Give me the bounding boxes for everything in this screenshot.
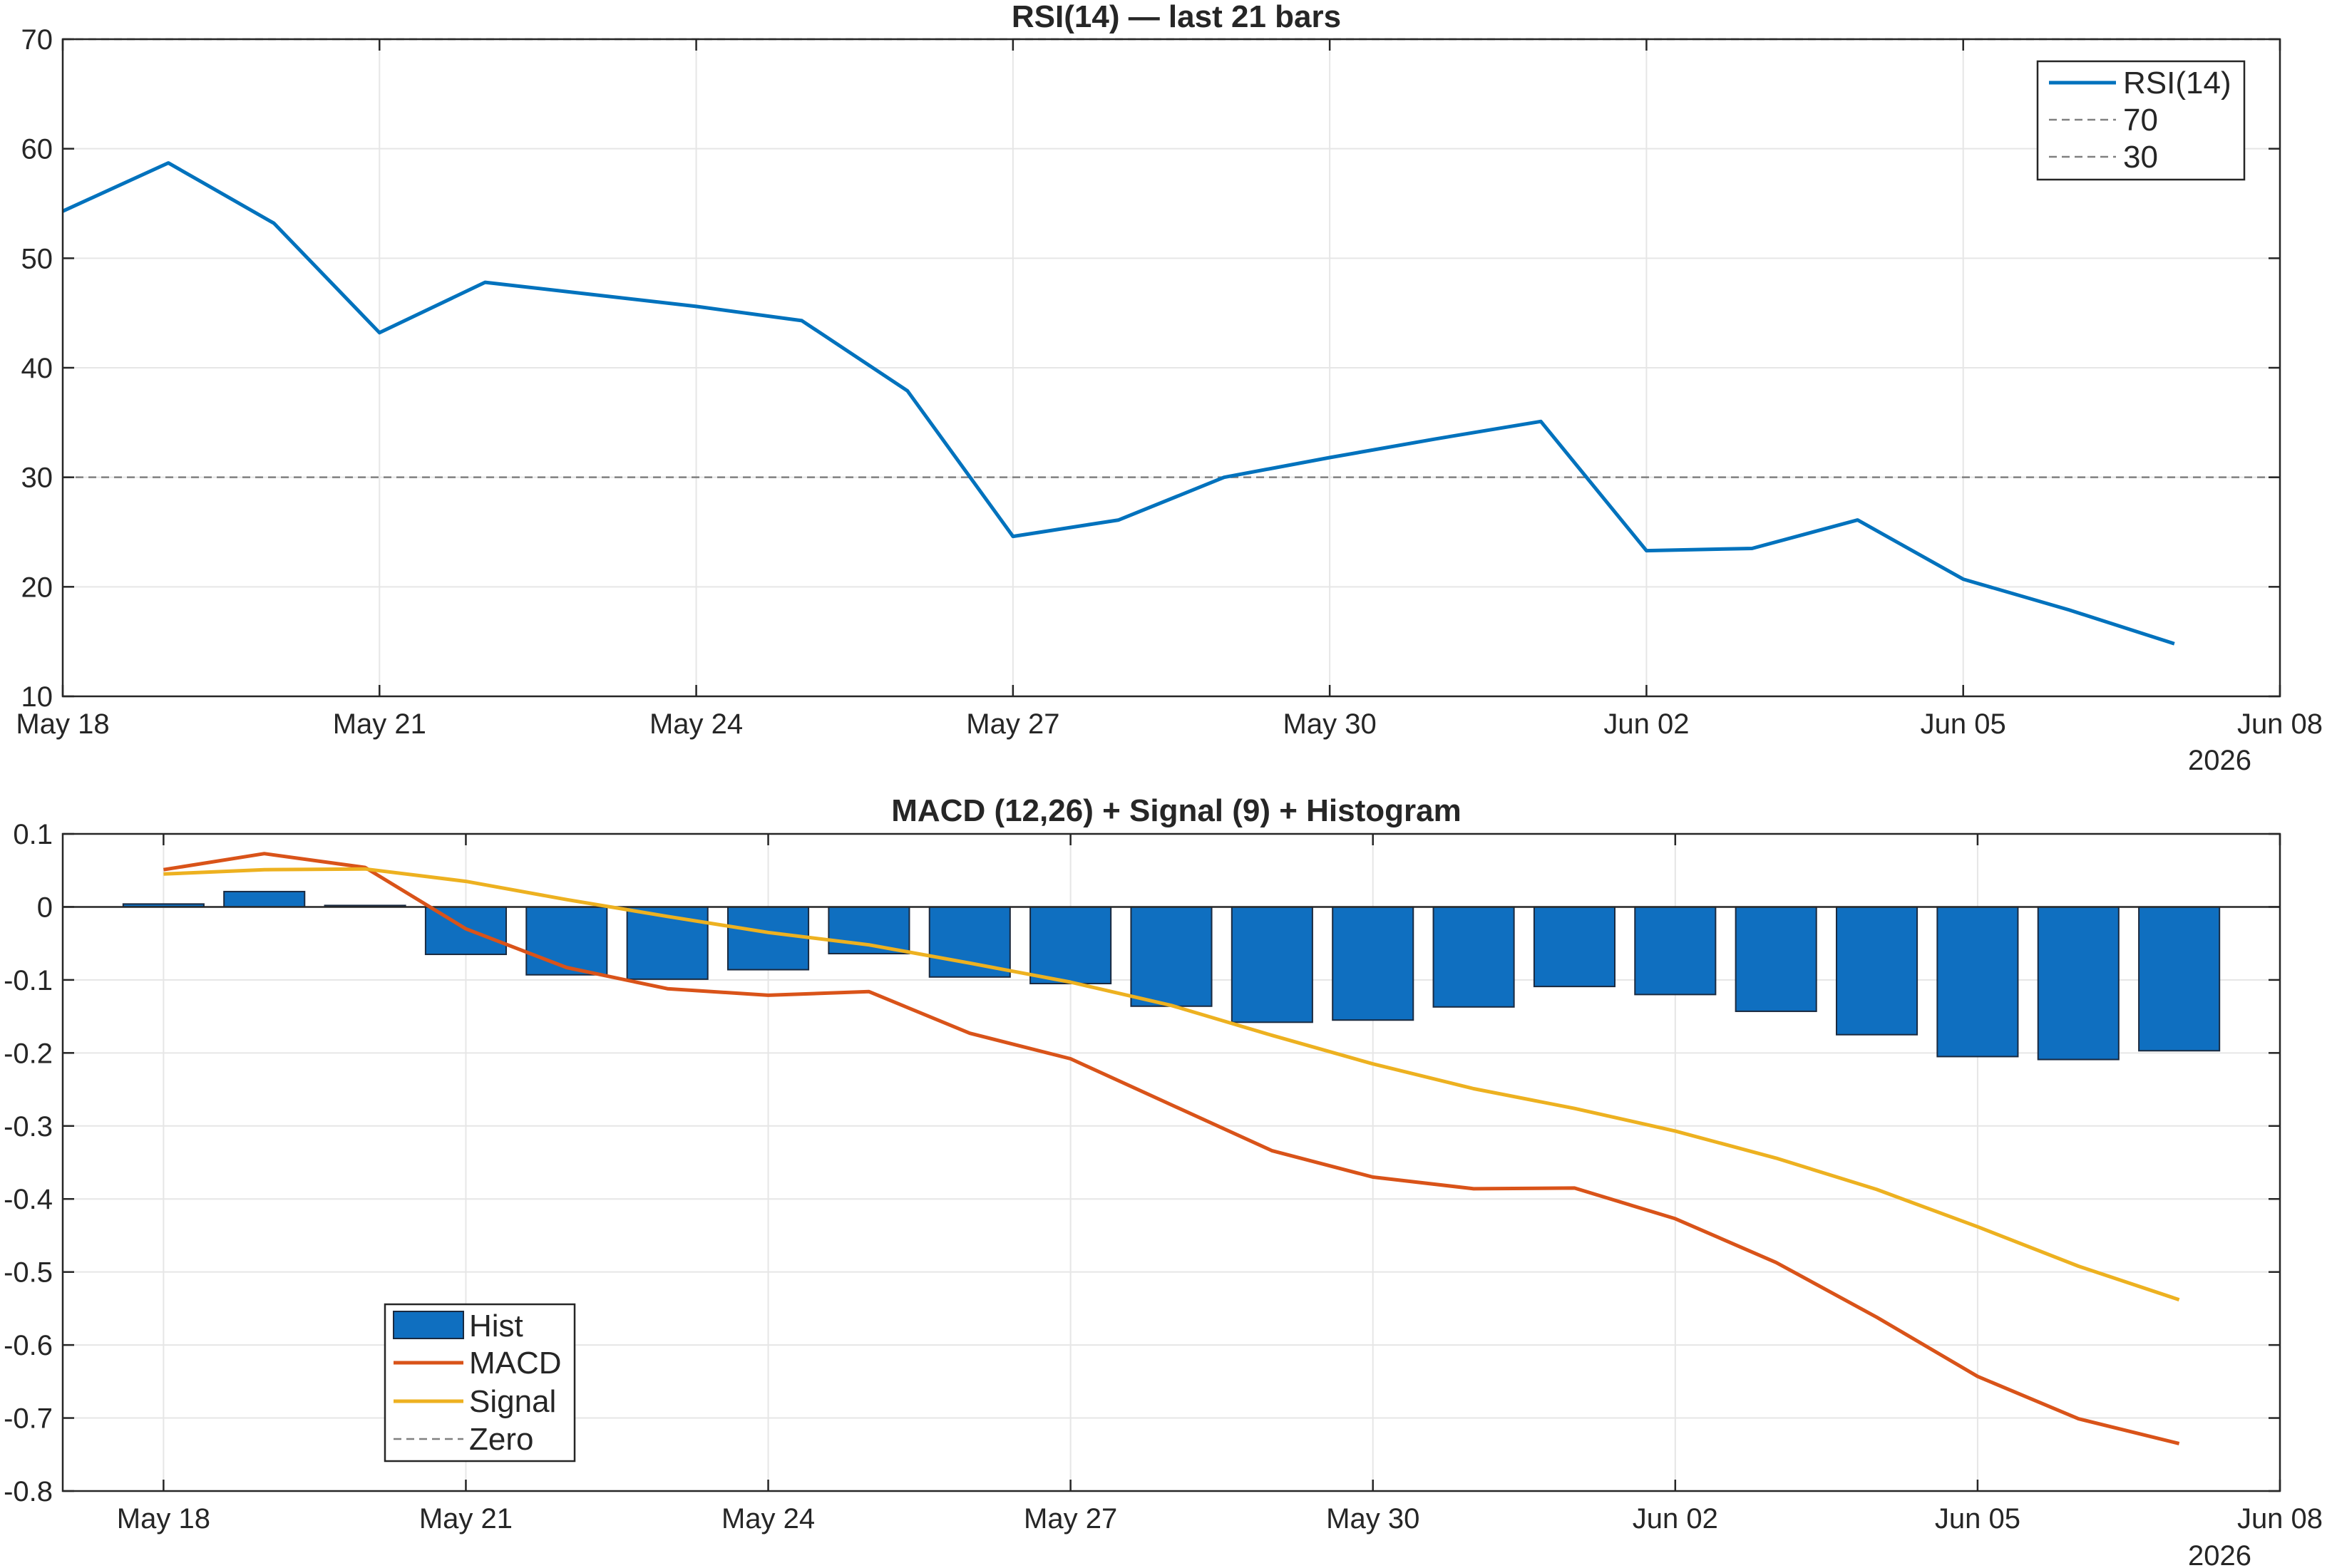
macd-y-tick-label: -0.4: [4, 1184, 53, 1215]
macd-x-tick-label: May 27: [1024, 1503, 1117, 1535]
rsi-year-label: 2026: [2188, 745, 2251, 776]
rsi-x-ticks: May 18 May 21 May 24 May 27 May 30 Jun 02 Jun …: [16, 39, 2323, 740]
rsi-y-tick-label: 30: [21, 463, 53, 494]
macd-histogram-bar: [2138, 906, 2221, 1052]
rsi-x-tick-label: Jun 05: [1921, 708, 2006, 740]
macd-histogram-bars: [122, 890, 2221, 1061]
rsi-x-tick-label: Jun 08: [2237, 708, 2323, 740]
macd-histogram-bar: [1130, 906, 1213, 1007]
rsi-legend-label-rsi: RSI(14): [2123, 66, 2231, 100]
macd-histogram-bar: [1029, 906, 1112, 985]
macd-line-points: [163, 853, 2179, 1444]
macd-histogram-bar: [1836, 906, 1918, 1036]
macd-legend-label-macd: MACD: [469, 1346, 562, 1381]
rsi-y-tick-label: 10: [21, 681, 53, 713]
macd-histogram-bar: [1432, 906, 1515, 1008]
rsi-x-tick-label: May 24: [649, 708, 743, 740]
rsi-y-tick-label: 60: [21, 134, 53, 165]
rsi-x-tick-label: May 27: [966, 708, 1059, 740]
rsi-legend-label-30: 30: [2123, 140, 2158, 175]
rsi-y-tick-label: 20: [21, 572, 53, 603]
macd-histogram-bar: [928, 906, 1011, 978]
rsi-chart-title: RSI(14) — last 21 bars: [1012, 0, 1341, 34]
signal-series-line: [163, 867, 2180, 1301]
rsi-grid: [62, 38, 2281, 697]
rsi-legend: RSI(14) 70 30: [2036, 60, 2246, 181]
macd-histogram-bar: [1533, 906, 1616, 988]
macd-legend-label-zero: Zero: [469, 1422, 533, 1457]
rsi-y-tick-label: 40: [21, 353, 53, 384]
macd-y-ticks: 0.1 0 -0.1 -0.2 -0.3 -0.4 -0.5 -0.6 -0.7 -0.8: [4, 819, 2280, 1507]
macd-y-tick-label: -0.3: [4, 1111, 53, 1143]
macd-x-tick-label: May 18: [117, 1503, 210, 1535]
macd-chart-title: MACD (12,26) + Signal (9) + Histogram: [891, 793, 1462, 828]
rsi-series-line: [61, 161, 2175, 646]
macd-y-tick-label: -0.2: [4, 1038, 53, 1069]
macd-y-tick-label: -0.7: [4, 1403, 53, 1435]
macd-legend: Hist MACD Signal Zero: [384, 1303, 576, 1463]
rsi-y-tick-label: 50: [21, 243, 53, 274]
macd-histogram-bar: [525, 906, 608, 976]
macd-histogram-bar: [1634, 906, 1717, 996]
rsi-legend-label-70: 70: [2123, 103, 2158, 138]
macd-histogram-bar: [1231, 906, 1313, 1023]
rsi-x-tick-label: May 30: [1283, 708, 1377, 740]
macd-year-label: 2026: [2188, 1540, 2251, 1568]
macd-x-tick-label: May 21: [419, 1503, 513, 1535]
macd-histogram-bar: [1735, 906, 1817, 1012]
rsi-x-tick-label: May 21: [333, 708, 426, 740]
macd-y-tick-label: -0.5: [4, 1257, 53, 1289]
rsi-y-tick-label: 70: [21, 24, 53, 56]
macd-histogram-bar: [1936, 906, 2019, 1058]
rsi-x-tick-label: May 18: [16, 708, 109, 740]
macd-x-ticks: May 18 May 21 May 24 May 27 May 30 Jun 02 Jun …: [117, 834, 2323, 1535]
macd-y-tick-label: -0.6: [4, 1330, 53, 1361]
macd-y-tick-label: 0: [37, 892, 53, 923]
macd-histogram-bar: [1332, 906, 1414, 1021]
macd-panel: MACD (12,26) + Signal (9) + Histogram 0.…: [4, 793, 2323, 1568]
macd-x-tick-label: Jun 02: [1633, 1503, 1718, 1535]
macd-histogram-bar: [2037, 906, 2120, 1061]
rsi-y-ticks: 10 20 30 40 50 60 70: [21, 24, 2280, 713]
macd-legend-label-signal: Signal: [469, 1384, 556, 1419]
rsi-panel: RSI(14) — last 21 bars 10 20 30 40 50 60 70 Ma…: [16, 0, 2323, 776]
macd-y-tick-label: -0.1: [4, 965, 53, 996]
macd-x-tick-label: May 30: [1326, 1503, 1419, 1535]
macd-histogram-bar: [223, 890, 306, 908]
macd-x-tick-label: May 24: [721, 1503, 815, 1535]
macd-legend-swatch-hist: [393, 1311, 464, 1339]
macd-histogram-bar: [727, 906, 810, 971]
macd-x-tick-label: Jun 05: [1935, 1503, 2020, 1535]
macd-legend-label-hist: Hist: [469, 1309, 523, 1343]
macd-y-tick-label: 0.1: [13, 819, 53, 850]
macd-x-tick-label: Jun 08: [2237, 1503, 2323, 1535]
macd-series-line: [163, 852, 2180, 1445]
macd-y-tick-label: -0.8: [4, 1476, 53, 1507]
rsi-x-tick-label: Jun 02: [1603, 708, 1689, 740]
macd-axes-box: [61, 832, 2281, 1492]
